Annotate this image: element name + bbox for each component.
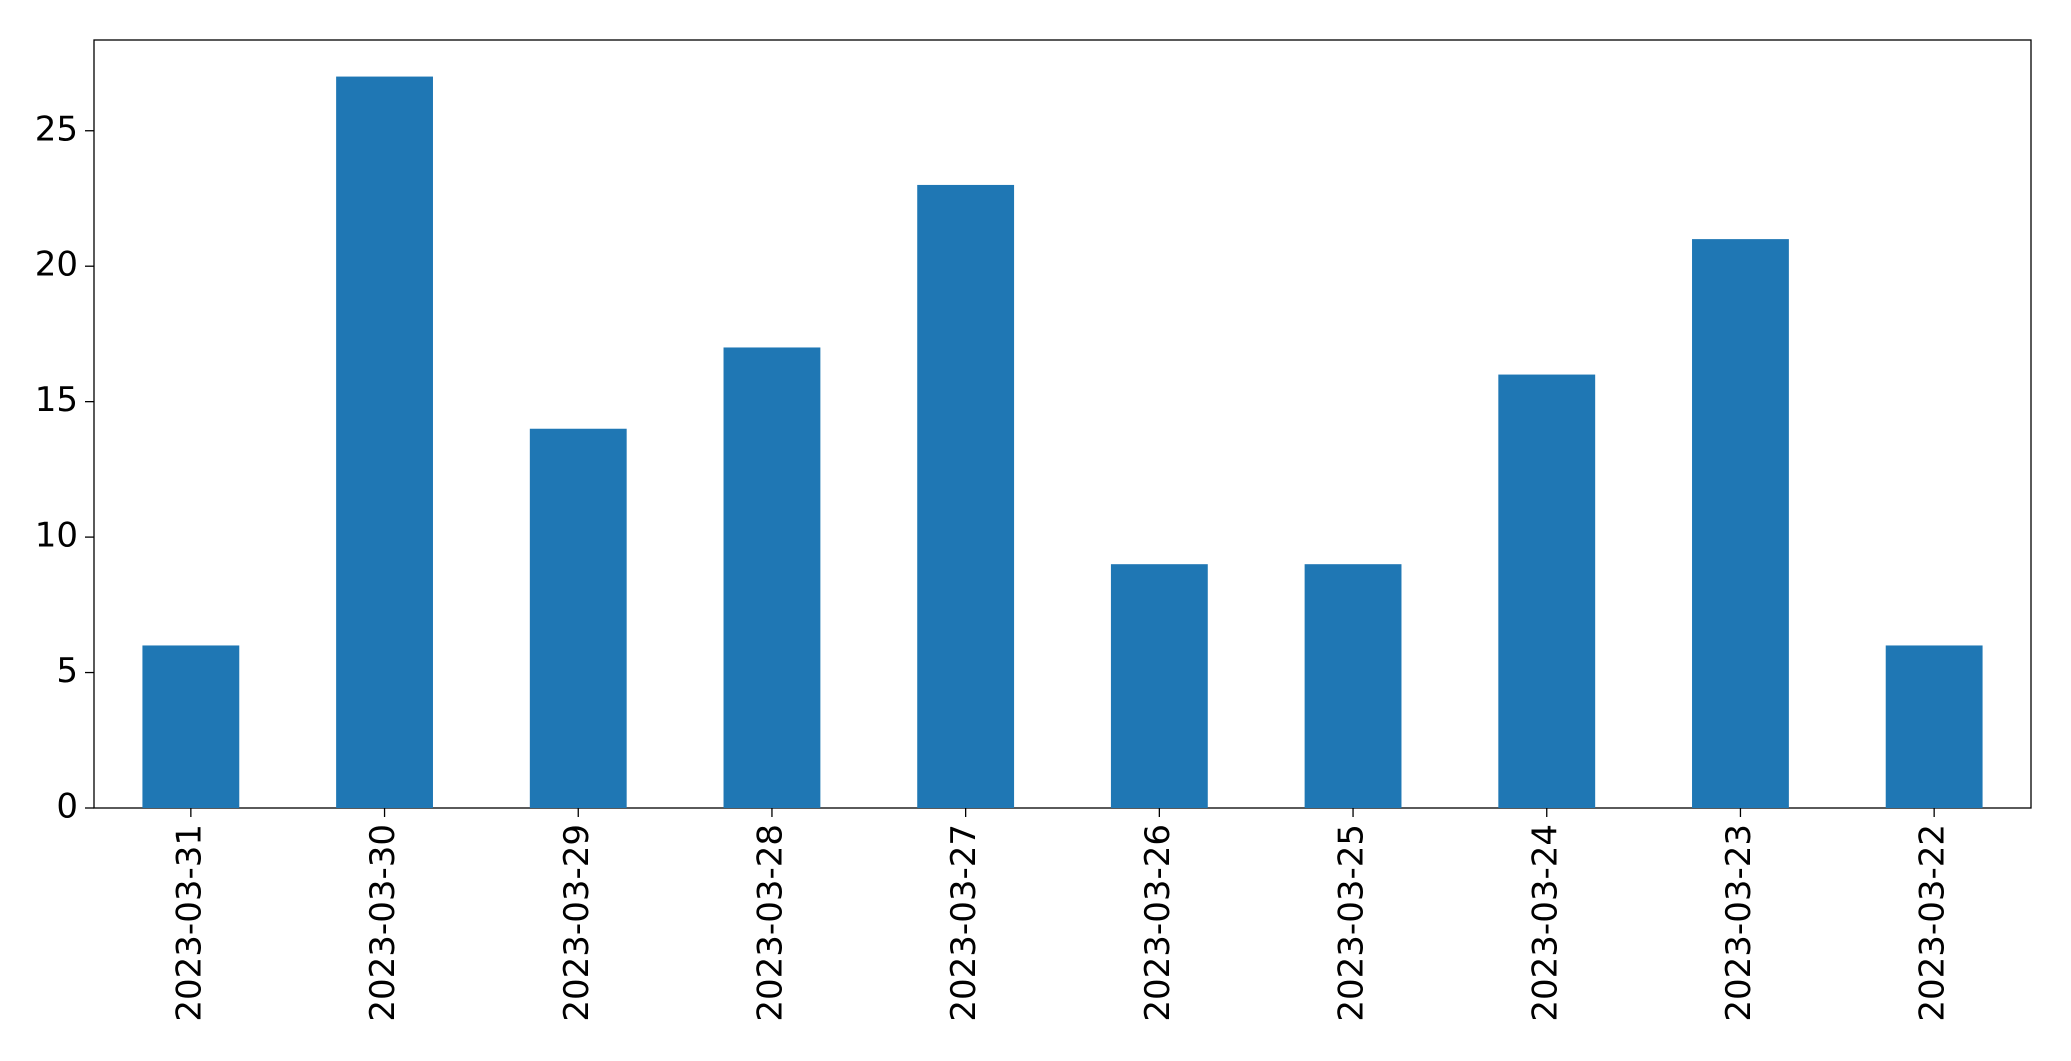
y-tick-label: 15 <box>35 380 78 420</box>
bar <box>529 428 627 808</box>
x-tick-label: 2023-03-31 <box>169 824 209 1022</box>
x-tick-label: 2023-03-26 <box>1138 824 1178 1022</box>
bar <box>723 347 821 808</box>
bar <box>1498 374 1596 808</box>
bar <box>1885 645 1983 808</box>
y-tick-label: 25 <box>35 109 78 149</box>
y-tick-label: 0 <box>56 787 78 827</box>
x-tick-label: 2023-03-24 <box>1525 824 1565 1022</box>
x-tick-label: 2023-03-23 <box>1719 824 1759 1022</box>
x-tick-label: 2023-03-27 <box>944 824 984 1022</box>
y-tick-label: 5 <box>56 651 78 691</box>
bar <box>1304 564 1402 808</box>
x-tick-label: 2023-03-28 <box>750 824 790 1022</box>
y-tick-label: 10 <box>35 516 78 556</box>
y-tick-label: 20 <box>35 245 78 285</box>
x-tick-label: 2023-03-22 <box>1913 824 1953 1022</box>
x-tick-label: 2023-03-29 <box>557 824 597 1022</box>
bar <box>1110 564 1208 808</box>
bar <box>917 184 1015 808</box>
x-tick-label: 2023-03-30 <box>363 824 403 1022</box>
bar <box>142 645 240 808</box>
plot-frame <box>93 39 2032 809</box>
x-tick-label: 2023-03-25 <box>1332 824 1372 1022</box>
bar <box>336 76 433 809</box>
bar <box>1692 239 1789 809</box>
